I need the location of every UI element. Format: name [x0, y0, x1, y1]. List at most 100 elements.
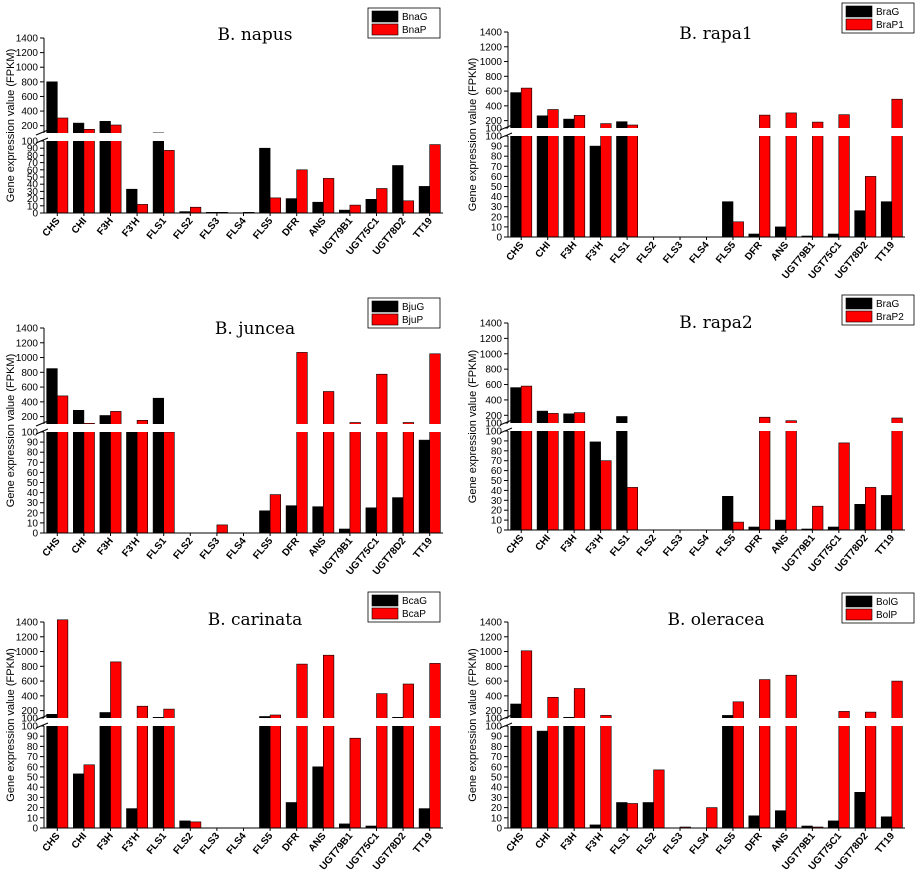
legend-swatch-BcaP — [371, 607, 399, 620]
axis-break-band — [502, 423, 907, 431]
bar-BnaG-ANS — [312, 201, 324, 214]
bar-BnaP-ANS — [322, 178, 335, 214]
axis-break-band — [38, 424, 445, 432]
bar-BcaG-FLS5 — [259, 716, 271, 829]
x-tick-label: CHI — [533, 831, 553, 851]
legend-swatch-BjuP — [371, 313, 399, 326]
y-tick-label: 1400 — [16, 34, 39, 45]
y-tick-label: 20 — [27, 803, 39, 814]
chart-title: B. carinata — [208, 610, 303, 630]
y-tick-label: 80 — [491, 742, 503, 753]
y-tick-label: 400 — [485, 691, 502, 702]
bar-BjuG-TT19 — [418, 439, 431, 534]
legend-label-BraG: BraG — [876, 7, 900, 18]
bar-BraG-TT19 — [880, 201, 893, 238]
y-tick-label: 70 — [491, 456, 503, 467]
bar-BjuP-UGT79B1 — [349, 422, 361, 534]
x-tick-label: FLS5 — [714, 831, 738, 857]
axis-break-mark — [35, 420, 49, 427]
bar-BjuG-FLS5 — [259, 510, 271, 534]
bar-BcaP-UGT79B1 — [349, 737, 361, 829]
bar-BraG-UGT78D2 — [854, 210, 866, 238]
bar-BolG-UGT78D2 — [854, 791, 866, 829]
bar-BolP-UGT75C1 — [838, 711, 850, 829]
x-tick-label: FLS1 — [608, 533, 632, 559]
bar-BraG-F3'H — [589, 441, 601, 531]
y-tick-label: 200 — [21, 412, 38, 423]
bar-BnaP-UGT78D2 — [402, 200, 415, 214]
bar-BolP-F3'H — [600, 715, 612, 829]
y-tick-label: 200 — [485, 116, 502, 127]
y-tick-label: 100 — [21, 428, 38, 439]
y-tick-label: 30 — [491, 202, 503, 213]
y-tick-label: 50 — [491, 182, 503, 193]
y-tick-label: 60 — [27, 762, 39, 773]
y-tick-label: 40 — [491, 783, 503, 794]
y-tick-label: 60 — [27, 165, 39, 176]
x-tick-label: FLS4 — [225, 536, 249, 562]
bar-BnaP-FLS1 — [163, 150, 175, 214]
x-tick-label: TT19 — [412, 216, 436, 241]
bar-BraP2-ANS — [785, 420, 797, 531]
x-tick-label: F3'H — [584, 831, 606, 854]
bar-BcaP-UGT78D2 — [402, 683, 415, 829]
legend: BnaG BnaP — [367, 7, 441, 39]
bar-BolP-ANS — [785, 674, 797, 829]
y-tick-label: 200 — [485, 411, 502, 422]
bar-BcaG-F3'H — [126, 808, 138, 829]
y-tick-label: 1200 — [480, 42, 503, 53]
bar-BraG-CHS — [510, 92, 522, 238]
y-tick-label: 20 — [491, 803, 503, 814]
x-tick-label: FLS1 — [608, 831, 632, 857]
bar-BnaP-UGT75C1 — [376, 188, 388, 214]
bar-BcaP-F3H — [110, 661, 122, 829]
y-tick-label: 800 — [485, 72, 502, 83]
bar-BjuG-UGT75C1 — [365, 507, 377, 534]
y-tick-label: 800 — [21, 662, 38, 673]
y-tick-label: 10 — [491, 222, 503, 233]
y-tick-label: 30 — [27, 187, 39, 198]
y-tick-label: 80 — [491, 152, 503, 163]
legend-label-BraP2: BraP2 — [876, 312, 904, 323]
bar-BcaG-CHS — [46, 713, 58, 829]
y-tick-label: 600 — [485, 380, 502, 391]
y-tick-label: 1000 — [16, 647, 39, 658]
y-tick-label: 1400 — [480, 618, 503, 629]
x-tick-label: FLS2 — [171, 831, 195, 857]
bar-BcaP-FLS2 — [190, 821, 202, 829]
y-tick-label: 800 — [485, 365, 502, 376]
legend-swatch-BjuG — [371, 300, 399, 313]
x-tick-label: F3H — [95, 536, 116, 558]
y-tick-label: 90 — [27, 438, 39, 449]
bar-BolP-F3H — [573, 688, 586, 829]
bar-BolP-FLS2 — [653, 769, 665, 829]
bar-BraG-FLS1 — [616, 416, 628, 531]
legend-label-BolG: BolG — [876, 597, 898, 608]
y-tick-label: 1200 — [16, 632, 39, 643]
legend-label-BolP: BolP — [876, 610, 897, 621]
x-tick-label: CHS — [505, 533, 527, 556]
bar-BraG-FLS5 — [722, 201, 734, 238]
bar-BolG-DFR — [748, 815, 760, 829]
bar-BnaG-UGT78D2 — [392, 165, 404, 214]
legend-swatch-BraG — [845, 297, 873, 310]
x-tick-label: F3H — [559, 533, 580, 555]
chart-panel-6: 0102030405060708090100100200400600800100… — [467, 592, 915, 872]
bar-BolP-UGT78D2 — [864, 711, 877, 829]
x-tick-label: CHS — [505, 831, 527, 854]
bar-BcaG-UGT78D2 — [392, 716, 404, 829]
bar-BjuG-ANS — [312, 506, 324, 534]
legend-swatch-BnaP — [371, 23, 399, 36]
y-tick-label: 1000 — [480, 647, 503, 658]
x-tick-label: CHS — [41, 536, 63, 559]
chart-panel-2: 0102030405060708090100100200400600800100… — [467, 2, 915, 281]
legend-label-BcaP: BcaP — [402, 609, 426, 620]
bar-BraP2-TT19 — [891, 417, 903, 531]
x-tick-label: TT19 — [874, 831, 898, 856]
y-tick-label: 800 — [21, 368, 38, 379]
chart-title: B. juncea — [215, 319, 295, 339]
bar-BcaP-ANS — [322, 654, 335, 829]
bar-BraP1-UGT78D2 — [864, 176, 877, 238]
y-tick-label: 1400 — [16, 618, 39, 629]
